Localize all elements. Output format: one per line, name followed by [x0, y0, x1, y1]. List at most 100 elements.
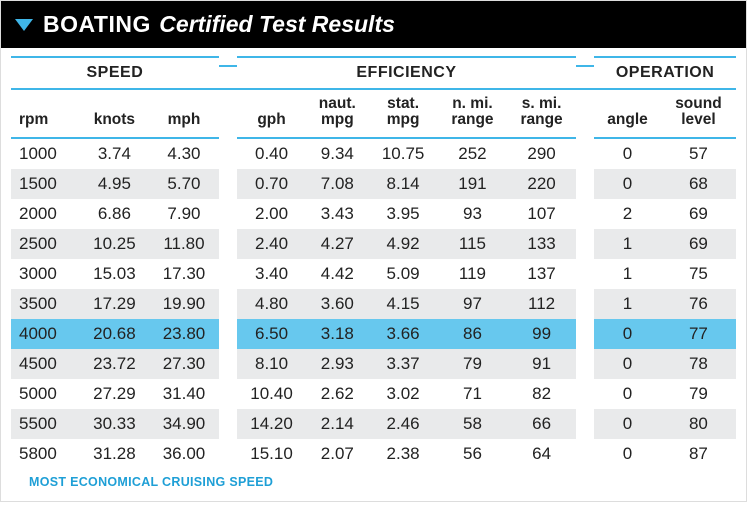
cell-spacer: [219, 409, 237, 439]
header-brand: BOATING: [43, 11, 151, 37]
cell-nmirange: 79: [438, 349, 507, 379]
column-header-row: rpm knots mph gph naut.mpg stat.mpg n. m…: [11, 89, 736, 138]
table-row: 20006.867.902.003.433.9593107269: [11, 199, 736, 229]
cell-rpm: 1500: [11, 169, 80, 199]
cell-sound: 76: [661, 289, 736, 319]
cell-gph: 2.00: [237, 199, 307, 229]
cell-rpm: 5800: [11, 439, 80, 469]
cell-spacer: [219, 229, 237, 259]
cell-knots: 31.28: [80, 439, 150, 469]
cell-spacer: [219, 289, 237, 319]
cell-gph: 15.10: [237, 439, 307, 469]
cell-mph: 7.90: [149, 199, 219, 229]
group-spacer: [576, 48, 594, 89]
table-row: 10003.744.300.409.3410.75252290057: [11, 138, 736, 169]
cell-spacer: [576, 409, 594, 439]
cell-knots: 10.25: [80, 229, 150, 259]
cell-nmirange: 93: [438, 199, 507, 229]
cell-smirange: 82: [507, 379, 576, 409]
cell-spacer: [219, 199, 237, 229]
cell-nautmpg: 2.62: [306, 379, 368, 409]
cell-spacer: [576, 439, 594, 469]
col-spacer: [219, 89, 237, 138]
table-row: 15004.955.700.707.088.14191220068: [11, 169, 736, 199]
header-text: BOATING Certified Test Results: [43, 11, 395, 38]
cell-sound: 80: [661, 409, 736, 439]
group-header-row: SPEED EFFICIENCY OPERATION: [11, 48, 736, 89]
cell-mph: 31.40: [149, 379, 219, 409]
cell-statmpg: 8.14: [368, 169, 438, 199]
cell-spacer: [576, 199, 594, 229]
cell-nautmpg: 3.43: [306, 199, 368, 229]
cell-smirange: 91: [507, 349, 576, 379]
group-efficiency: EFFICIENCY: [237, 48, 576, 89]
cell-spacer: [219, 439, 237, 469]
cell-knots: 30.33: [80, 409, 150, 439]
cell-angle: 0: [594, 169, 661, 199]
cell-knots: 27.29: [80, 379, 150, 409]
cell-rpm: 5000: [11, 379, 80, 409]
table-wrapper: SPEED EFFICIENCY OPERATION rpm knots mph…: [1, 48, 746, 501]
table-row: 450023.7227.308.102.933.377991078: [11, 349, 736, 379]
cell-nautmpg: 3.18: [306, 319, 368, 349]
triangle-down-icon: [15, 19, 33, 31]
cell-nmirange: 86: [438, 319, 507, 349]
cell-sound: 77: [661, 319, 736, 349]
cell-spacer: [219, 259, 237, 289]
cell-smirange: 64: [507, 439, 576, 469]
table-row: 580031.2836.0015.102.072.385664087: [11, 439, 736, 469]
cell-mph: 5.70: [149, 169, 219, 199]
cell-mph: 36.00: [149, 439, 219, 469]
cell-angle: 0: [594, 409, 661, 439]
cell-gph: 2.40: [237, 229, 307, 259]
col-nmirange: n. mi.range: [438, 89, 507, 138]
cell-statmpg: 3.66: [368, 319, 438, 349]
cell-rpm: 3500: [11, 289, 80, 319]
cell-statmpg: 3.02: [368, 379, 438, 409]
cell-nmirange: 56: [438, 439, 507, 469]
cell-mph: 23.80: [149, 319, 219, 349]
cell-nmirange: 71: [438, 379, 507, 409]
cell-rpm: 4000: [11, 319, 80, 349]
col-statmpg: stat.mpg: [368, 89, 438, 138]
cell-nautmpg: 3.60: [306, 289, 368, 319]
cell-smirange: 220: [507, 169, 576, 199]
cell-sound: 57: [661, 138, 736, 169]
cell-knots: 3.74: [80, 138, 150, 169]
cell-smirange: 66: [507, 409, 576, 439]
cell-spacer: [576, 289, 594, 319]
cell-rpm: 5500: [11, 409, 80, 439]
cell-spacer: [576, 349, 594, 379]
cell-statmpg: 2.46: [368, 409, 438, 439]
cell-angle: 0: [594, 379, 661, 409]
cell-nmirange: 97: [438, 289, 507, 319]
cell-statmpg: 3.37: [368, 349, 438, 379]
cell-nmirange: 252: [438, 138, 507, 169]
cell-rpm: 3000: [11, 259, 80, 289]
cell-angle: 0: [594, 319, 661, 349]
cell-knots: 17.29: [80, 289, 150, 319]
cell-spacer: [576, 319, 594, 349]
header-subtitle: Certified Test Results: [159, 11, 395, 37]
cell-smirange: 137: [507, 259, 576, 289]
cell-statmpg: 10.75: [368, 138, 438, 169]
cell-smirange: 107: [507, 199, 576, 229]
table-row: 300015.0317.303.404.425.09119137175: [11, 259, 736, 289]
cell-nmirange: 115: [438, 229, 507, 259]
cell-mph: 27.30: [149, 349, 219, 379]
group-operation: OPERATION: [594, 48, 736, 89]
cell-gph: 0.70: [237, 169, 307, 199]
cell-spacer: [576, 379, 594, 409]
cell-rpm: 1000: [11, 138, 80, 169]
cell-nautmpg: 4.27: [306, 229, 368, 259]
cell-spacer: [219, 169, 237, 199]
cell-spacer: [576, 138, 594, 169]
table-body: 10003.744.300.409.3410.752522900571500 4.…: [11, 138, 736, 469]
cell-rpm: 2500: [11, 229, 80, 259]
cell-nautmpg: 9.34: [306, 138, 368, 169]
cell-statmpg: 5.09: [368, 259, 438, 289]
cell-smirange: 133: [507, 229, 576, 259]
cell-nmirange: 119: [438, 259, 507, 289]
table-row: 350017.2919.904.803.604.1597112176: [11, 289, 736, 319]
cell-gph: 4.80: [237, 289, 307, 319]
